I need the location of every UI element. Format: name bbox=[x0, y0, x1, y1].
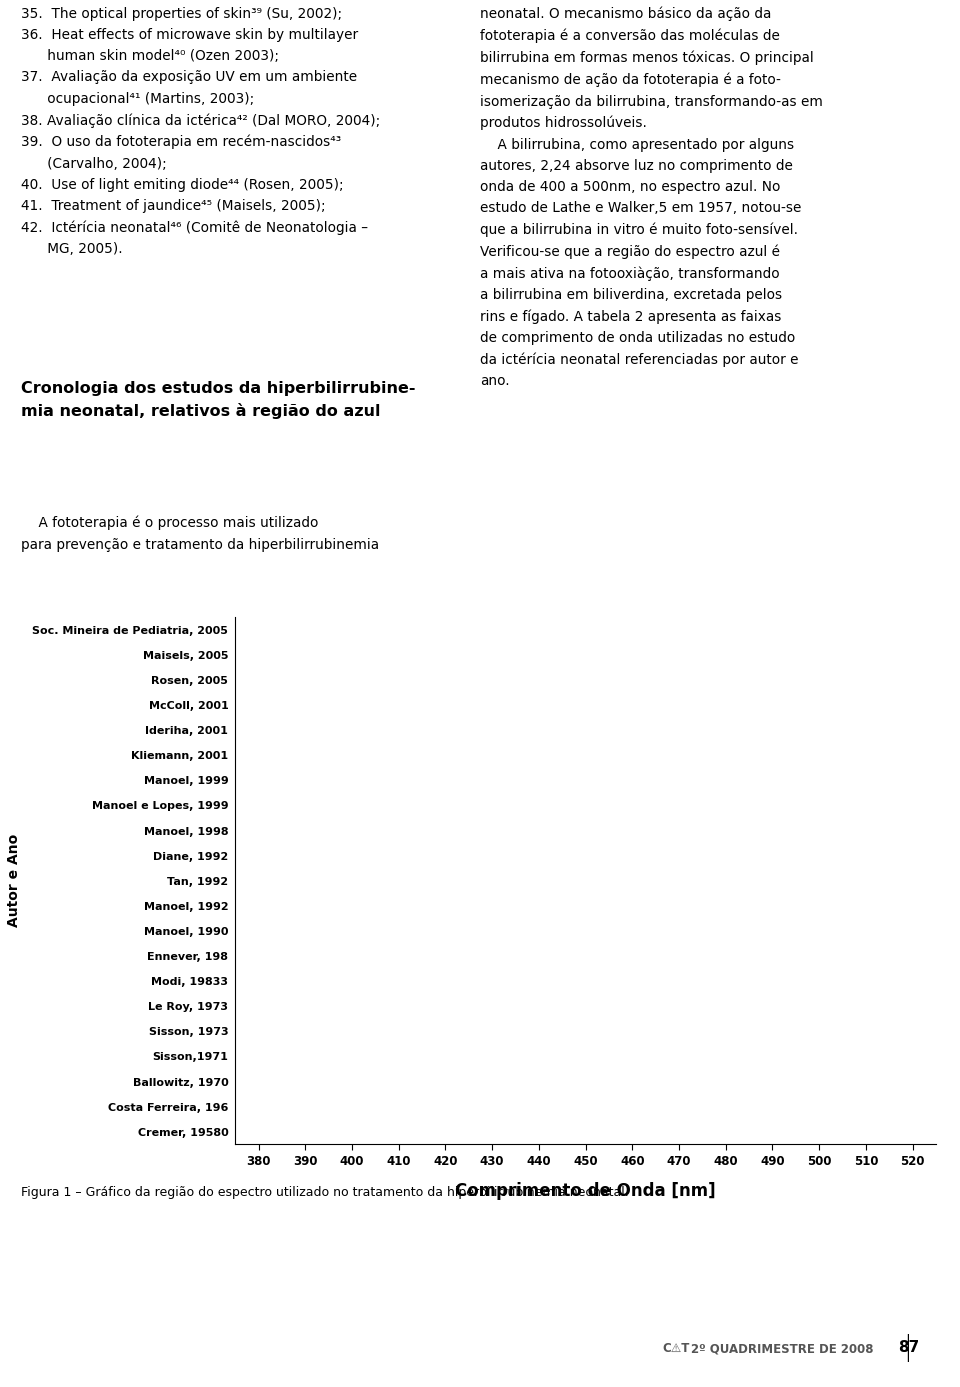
Text: neonatal. O mecanismo básico da ação da
fototerapia é a conversão das moléculas : neonatal. O mecanismo básico da ação da … bbox=[480, 7, 823, 388]
Text: A fototerapia é o processo mais utilizado
para prevenção e tratamento da hiperbi: A fototerapia é o processo mais utilizad… bbox=[21, 516, 379, 552]
Text: C⚠T: C⚠T bbox=[662, 1343, 690, 1355]
Y-axis label: Autor e Ano: Autor e Ano bbox=[8, 834, 21, 928]
Text: 87: 87 bbox=[899, 1340, 920, 1355]
Text: Figura 1 – Gráfico da região do espectro utilizado no tratamento da hiperbilirru: Figura 1 – Gráfico da região do espectro… bbox=[21, 1186, 629, 1198]
Text: Cronologia dos estudos da hiperbilirrubine-
mia neonatal, relativos à região do : Cronologia dos estudos da hiperbilirrubi… bbox=[21, 381, 416, 419]
Text: 2º QUADRIMESTRE DE 2008: 2º QUADRIMESTRE DE 2008 bbox=[691, 1343, 874, 1355]
Text: 35.  The optical properties of skin³⁹ (Su, 2002);
36.  Heat effects of microwave: 35. The optical properties of skin³⁹ (Su… bbox=[21, 7, 380, 257]
X-axis label: Comprimento de Onda [nm]: Comprimento de Onda [nm] bbox=[455, 1182, 716, 1200]
